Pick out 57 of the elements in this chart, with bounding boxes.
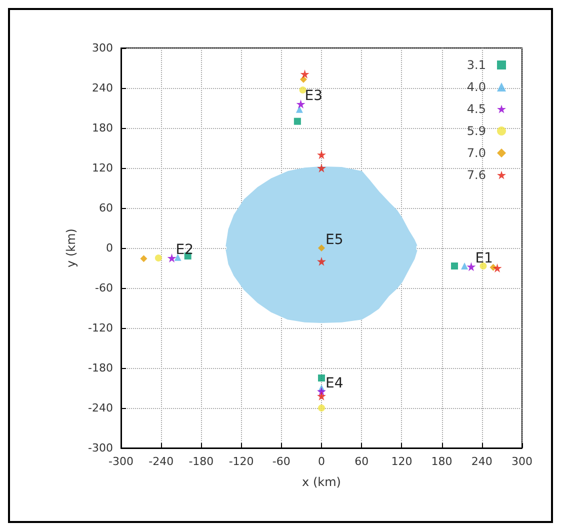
point	[318, 404, 325, 412]
point	[296, 106, 303, 113]
point	[451, 262, 458, 270]
x-axis-title: x (km)	[302, 475, 341, 489]
legend-label: 5.9	[466, 124, 486, 138]
y-tick-label: 300	[92, 42, 113, 54]
y-tick-label: -180	[88, 362, 113, 374]
point	[492, 264, 502, 272]
point	[317, 164, 326, 172]
x-tick-label: -120	[228, 455, 254, 468]
x-tick-label: -300	[108, 455, 134, 468]
annotation: E2	[176, 242, 194, 258]
y-tick-label: -60	[95, 282, 113, 294]
point	[466, 262, 476, 272]
y-tick-label: 0	[106, 242, 113, 254]
x-tick-label: 120	[391, 455, 412, 468]
point	[318, 244, 325, 252]
point	[480, 262, 487, 270]
annotation: E5	[326, 232, 344, 248]
point	[317, 256, 326, 266]
point	[296, 100, 306, 108]
point	[299, 86, 306, 94]
y-tick-label: 60	[99, 202, 113, 214]
x-tick-label: 180	[431, 455, 452, 468]
x-tick-label: -240	[148, 455, 174, 468]
annotation: E1	[475, 250, 493, 267]
legend-label: 4.5	[466, 102, 486, 116]
point	[294, 118, 301, 125]
y-tick-label: -300	[88, 442, 113, 454]
y-tick-label: 180	[92, 122, 113, 134]
point	[300, 70, 310, 78]
point	[461, 262, 468, 270]
point	[318, 374, 325, 382]
point	[140, 255, 148, 262]
annotation: E3	[304, 88, 323, 104]
x-tick-label: 300	[512, 455, 532, 468]
point	[317, 392, 326, 400]
point	[174, 254, 182, 261]
legend-label: 3.1	[466, 58, 486, 72]
legend-label: 4.0	[466, 80, 486, 94]
x-tick-label: 60	[354, 455, 369, 468]
point	[167, 254, 176, 262]
legend-label: 7.6	[466, 168, 486, 182]
y-axis-title: y (km)	[64, 228, 78, 268]
annotation: E4	[326, 375, 344, 392]
point	[317, 150, 326, 160]
point	[154, 254, 162, 262]
y-tick-label: -240	[88, 402, 113, 414]
y-tick-label: -120	[88, 322, 113, 334]
x-tick-label: -60	[272, 455, 290, 468]
x-tick-label: -180	[188, 455, 214, 468]
y-tick-label: 240	[92, 82, 113, 94]
legend-label: 7.0	[466, 146, 486, 160]
point	[300, 76, 307, 83]
x-tick-label: 0	[318, 455, 325, 468]
x-tick-label: 240	[471, 455, 492, 468]
y-tick-label: 120	[92, 162, 113, 174]
